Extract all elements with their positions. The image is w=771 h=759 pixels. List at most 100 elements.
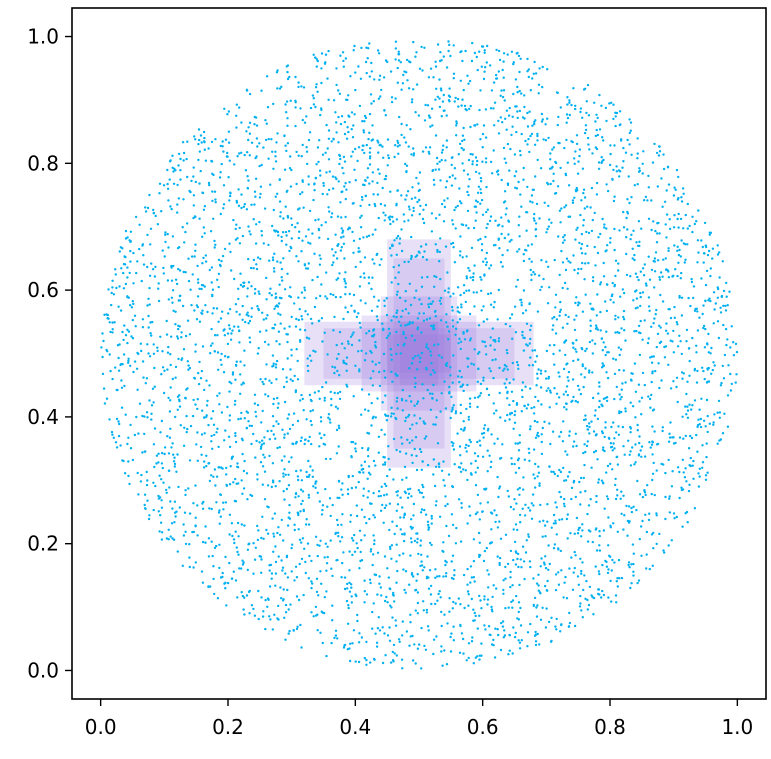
data-point <box>645 530 649 534</box>
data-point <box>397 152 400 155</box>
data-point <box>319 113 322 117</box>
data-point <box>512 626 515 629</box>
data-point <box>584 128 588 132</box>
data-point <box>475 211 478 214</box>
data-point <box>416 368 419 371</box>
data-point <box>182 348 186 351</box>
data-point <box>459 603 462 606</box>
data-point <box>135 415 138 419</box>
data-point <box>196 504 199 507</box>
data-point <box>686 380 689 383</box>
data-point <box>295 150 298 154</box>
data-point <box>579 602 582 605</box>
data-point <box>341 229 345 232</box>
data-point <box>268 615 271 618</box>
data-point <box>617 269 620 272</box>
data-point <box>460 462 463 465</box>
data-point <box>499 537 503 540</box>
data-point <box>239 392 242 395</box>
data-point <box>662 153 665 156</box>
data-point <box>729 346 732 349</box>
data-point <box>537 584 540 587</box>
data-point <box>354 442 357 445</box>
data-point <box>634 290 637 293</box>
data-point <box>701 444 704 447</box>
data-point <box>377 490 381 493</box>
data-point <box>656 259 660 262</box>
data-point <box>582 588 585 592</box>
data-point <box>150 412 153 415</box>
data-point <box>558 273 561 277</box>
data-point <box>400 399 404 402</box>
data-point <box>425 366 428 370</box>
data-point <box>265 75 269 78</box>
data-point <box>504 161 508 164</box>
data-point <box>289 155 292 158</box>
data-point <box>227 324 231 327</box>
data-point <box>524 139 527 143</box>
data-point <box>360 388 364 391</box>
data-point <box>520 410 523 413</box>
data-point <box>255 415 258 418</box>
data-point <box>467 604 470 607</box>
data-point <box>414 196 417 199</box>
data-point <box>276 230 280 234</box>
data-point <box>203 136 206 140</box>
data-point <box>305 475 309 478</box>
data-point <box>508 649 511 652</box>
data-point <box>380 88 383 92</box>
data-point <box>391 650 394 654</box>
data-point <box>299 469 302 472</box>
data-point <box>171 154 174 157</box>
data-point <box>513 410 517 413</box>
data-point <box>106 313 110 317</box>
data-point <box>383 463 387 466</box>
data-point <box>636 275 639 279</box>
data-point <box>459 411 462 415</box>
data-point <box>439 237 442 240</box>
data-point <box>519 193 522 196</box>
data-point <box>552 146 556 149</box>
data-point <box>640 396 644 399</box>
data-point <box>276 260 279 263</box>
data-point <box>341 231 344 234</box>
data-point <box>542 138 545 141</box>
data-point <box>638 493 642 496</box>
data-point <box>580 569 583 573</box>
data-point <box>278 87 282 90</box>
data-point <box>448 43 451 47</box>
data-point <box>479 180 483 183</box>
data-point <box>383 632 386 635</box>
data-point <box>260 443 264 446</box>
data-point <box>331 263 334 267</box>
data-point <box>353 113 356 116</box>
data-point <box>668 497 671 500</box>
data-point <box>173 465 176 468</box>
data-point <box>123 263 127 266</box>
data-point <box>450 441 453 444</box>
data-point <box>410 153 413 156</box>
data-point <box>438 97 441 100</box>
data-point <box>427 150 430 154</box>
data-point <box>293 528 296 532</box>
data-point <box>323 433 326 437</box>
data-point <box>297 236 301 240</box>
data-point <box>221 140 224 143</box>
data-point <box>490 528 493 531</box>
data-point <box>480 198 484 202</box>
data-point <box>263 436 266 439</box>
data-point <box>450 242 453 245</box>
data-point <box>219 264 222 268</box>
data-point <box>547 544 550 547</box>
data-point <box>264 138 268 142</box>
data-point <box>328 418 331 421</box>
data-point <box>644 513 647 516</box>
data-point <box>516 91 519 94</box>
data-point <box>430 522 433 525</box>
data-point <box>330 140 333 143</box>
data-point <box>163 446 167 449</box>
data-point <box>716 442 719 445</box>
data-point <box>520 132 523 136</box>
data-point <box>735 350 739 354</box>
data-point <box>201 409 204 412</box>
